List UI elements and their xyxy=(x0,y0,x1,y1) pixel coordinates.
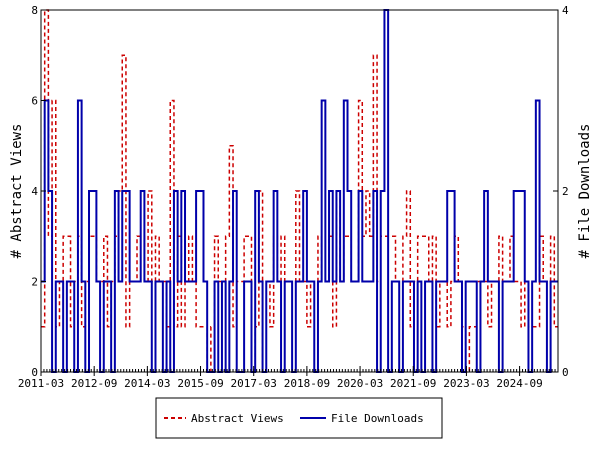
x-tick-label: 2014-03 xyxy=(124,377,170,390)
y-right-tick-label: 4 xyxy=(562,4,569,17)
x-tick-label: 2011-03 xyxy=(18,377,64,390)
y-right-tick-label: 2 xyxy=(562,185,569,198)
legend: Abstract Views File Downloads xyxy=(155,397,443,439)
x-tick-label: 2012-09 xyxy=(71,377,117,390)
y-axis-right-title: # File Downloads xyxy=(577,124,593,259)
y-right-tick-label: 0 xyxy=(562,366,569,379)
legend-label-file-downloads: File Downloads xyxy=(331,412,424,425)
y-left-tick-label: 8 xyxy=(31,4,38,17)
x-tick-label: 2021-09 xyxy=(390,377,436,390)
legend-label-abstract-views: Abstract Views xyxy=(191,412,284,425)
x-tick-label: 2020-03 xyxy=(337,377,383,390)
y-left-tick-label: 0 xyxy=(31,366,38,379)
x-tick-label: 2017-03 xyxy=(231,377,277,390)
x-tick-label: 2024-09 xyxy=(496,377,542,390)
tick-labels: 2011-03 2012-09 2014-03 2015-09 2017-03 2018-… xyxy=(18,4,569,390)
x-tick-label: 2023-03 xyxy=(443,377,489,390)
y-axis-left-title: # Abstract Views xyxy=(9,124,25,259)
legend-box xyxy=(155,397,443,439)
x-tick-label: 2018-09 xyxy=(284,377,330,390)
y-left-tick-label: 2 xyxy=(31,276,38,289)
x-tick-label: 2015-09 xyxy=(177,377,223,390)
y-left-tick-label: 6 xyxy=(31,95,38,108)
axis-ticks xyxy=(40,9,559,376)
y-left-tick-label: 4 xyxy=(31,185,38,198)
